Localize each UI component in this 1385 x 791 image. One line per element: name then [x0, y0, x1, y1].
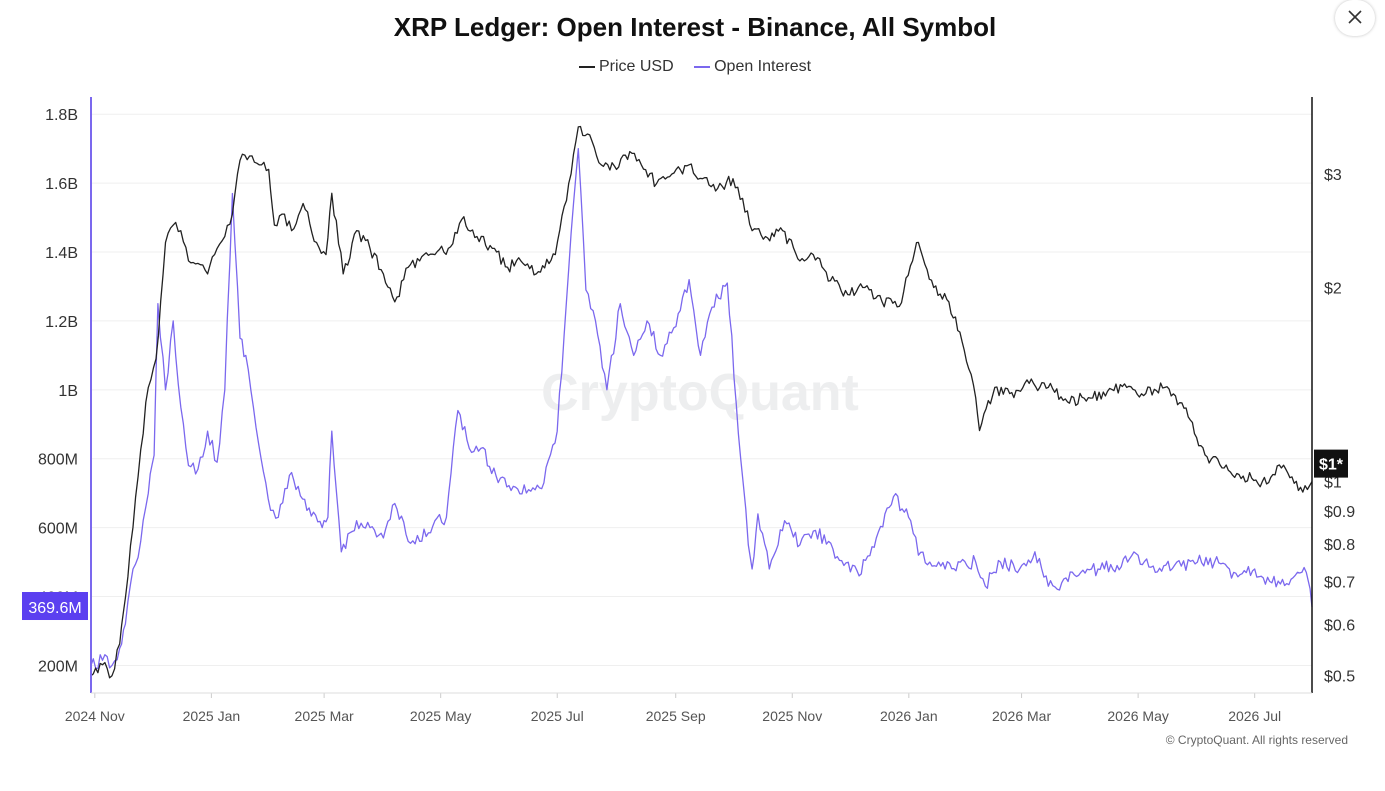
series-layer	[90, 125, 1313, 679]
y-axis-right-labels: $0.5 $0.6 $0.7 $0.8 $0.9 $1 $2 $3	[1324, 167, 1355, 686]
y-right-tick-label: $2	[1324, 281, 1342, 298]
x-tick-label: 2026 Mar	[992, 708, 1051, 724]
y-left-tick-label: 200M	[38, 658, 78, 675]
x-tick-label: 2026 May	[1107, 708, 1168, 724]
y-right-tick-label: $0.5	[1324, 669, 1355, 686]
y-left-tick-label: 1.8B	[45, 107, 78, 124]
y-right-tick-label: $1	[1324, 475, 1342, 492]
legend-swatch-price	[578, 65, 595, 68]
open-interest-value-label: 369.6M	[28, 600, 81, 617]
chart-title: XRP Ledger: Open Interest - Binance, All…	[393, 12, 997, 42]
y-right-tick-label: $3	[1324, 167, 1342, 184]
open-interest-value-flag	[22, 592, 88, 621]
x-tick-label: 2025 Mar	[295, 708, 354, 724]
y-left-tick-label: 1.6B	[45, 176, 78, 193]
x-tick-label: 2024 Nov	[65, 708, 125, 724]
series-line-price-usd	[90, 125, 1313, 679]
legend-label-price: Price USD	[598, 58, 674, 75]
value-flags: 369.6M $1*	[22, 449, 1348, 621]
x-tick-label: 2025 Jul	[531, 708, 584, 724]
x-tick-label: 2026 Jan	[880, 708, 938, 724]
legend-item-open-interest[interactable]: Open Interest	[694, 58, 811, 76]
x-tick-label: 2026 Jul	[1228, 708, 1281, 724]
series-line-open-interest	[90, 148, 1313, 670]
x-axis-labels: 2024 Nov 2025 Jan 2025 Mar 2025 May 2025 Jul…	[65, 693, 1281, 724]
x-tick-label: 2025 Jan	[183, 708, 241, 724]
y-left-tick-label: 600M	[38, 521, 78, 538]
close-button[interactable]	[1335, 0, 1375, 36]
y-axis-left-labels: 200M400M600M800M1B1.2B1.4B1.6B1.8B	[38, 107, 78, 675]
y-left-tick-label: 1B	[58, 383, 78, 400]
x-tick-label: 2025 Nov	[762, 708, 822, 724]
x-tick-label: 2025 May	[410, 708, 471, 724]
copyright-text: © CryptoQuant. All rights reserved	[1166, 733, 1348, 747]
y-left-tick-label: 1.4B	[45, 245, 78, 262]
price-value-flag	[1314, 449, 1348, 478]
y-right-tick-label: $0.8	[1324, 537, 1355, 554]
watermark: CryptoQuant	[541, 364, 859, 422]
legend-item-price[interactable]: Price USD	[578, 58, 674, 76]
y-left-tick-label: 1.2B	[45, 314, 78, 331]
y-left-tick-label: 800M	[38, 452, 78, 469]
x-tick-label: 2025 Sep	[646, 708, 706, 724]
y-right-tick-label: $0.6	[1324, 618, 1355, 635]
chart-legend: Price USD Open Interest	[0, 58, 1385, 76]
price-value-label: $1*	[1319, 457, 1344, 474]
legend-swatch-open-interest	[694, 65, 711, 68]
close-icon	[1348, 10, 1362, 24]
y-right-tick-label: $0.7	[1324, 574, 1355, 591]
grid-lines	[91, 113, 1312, 666]
legend-label-open-interest: Open Interest	[714, 58, 812, 75]
y-right-tick-label: $0.9	[1324, 504, 1355, 521]
